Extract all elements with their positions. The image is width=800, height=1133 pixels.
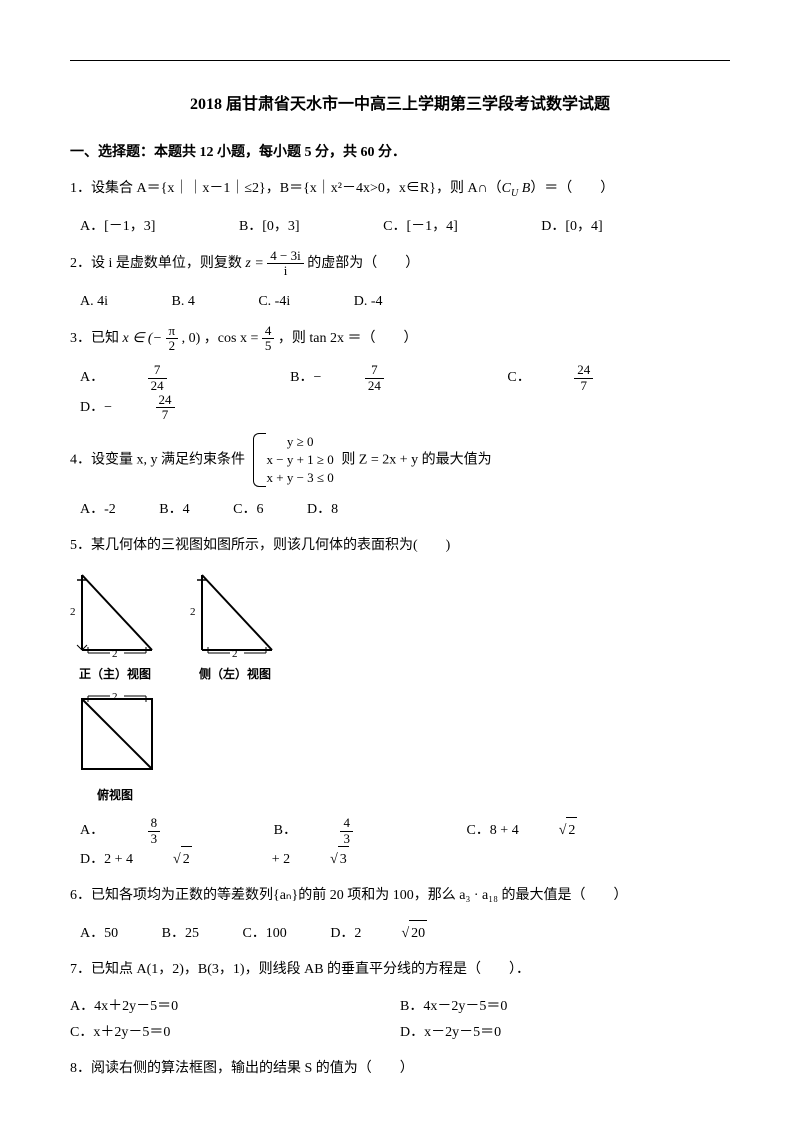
question-5: 5．某几何体的三视图如图所示，则该几何体的表面积为( ) — [70, 532, 730, 560]
side-view-svg: 2 2 — [190, 570, 280, 660]
q5-options: A． 83 B． 43 C．8 + 42 D．2 + 42 + 23 — [80, 816, 730, 872]
exam-title: 2018 届甘肃省天水市一中高三上学期第三学段考试数学试题 — [70, 91, 730, 120]
question-8: 8．阅读右侧的算法框图，输出的结果 S 的值为（ ） — [70, 1055, 730, 1083]
q3-optD: D．− 247 — [80, 393, 255, 423]
q5-optD: D．2 + 42 + 23 — [80, 846, 429, 872]
front-view-svg: 2 2 — [70, 570, 160, 660]
q4-optD: D．8 — [307, 497, 338, 522]
exam-page: 2018 届甘肃省天水市一中高三上学期第三学段考试数学试题 一、选择题：本题共 … — [0, 0, 800, 1133]
q2-optC: C. -4i — [258, 289, 290, 314]
q2-optA: A. 4i — [80, 289, 108, 314]
q7-options: A．4x＋2y－5＝0 B．4x－2y－5＝0 — [70, 994, 730, 1019]
svg-text:2: 2 — [70, 606, 76, 618]
question-7: 7．已知点 A(1，2)，B(3，1)，则线段 AB 的垂直平分线的方程是（ ）… — [70, 956, 730, 984]
svg-text:2: 2 — [112, 648, 118, 660]
q7-optB: B．4x－2y－5＝0 — [400, 994, 730, 1019]
q4-options: A．-2 B．4 C．6 D．8 — [80, 497, 730, 522]
svg-text:2: 2 — [190, 606, 196, 618]
question-6: 6．已知各项均为正数的等差数列{aₙ}的前 20 项和为 100，那么 a₃ ·… — [70, 882, 730, 910]
constraint-system: y ≥ 0 x − y + 1 ≥ 0 x + y − 3 ≤ 0 — [253, 433, 334, 488]
top-view-svg: 2 — [70, 691, 160, 781]
top-divider — [70, 60, 730, 61]
front-view: 2 2 正（主）视图 — [70, 570, 160, 686]
q5-optC: C．8 + 42 — [466, 817, 657, 843]
q6-optD: D．220 — [330, 920, 507, 946]
q1-optC: C．[－1，4] — [383, 214, 458, 239]
svg-text:2: 2 — [112, 691, 118, 703]
q4-optA: A．-2 — [80, 497, 116, 522]
question-1: 1．设集合 A＝{x｜｜x－1｜≤2}，B＝{x｜x²－4x>0，x∈R}，则 … — [70, 175, 730, 204]
q3-options: A． 724 B．− 724 C． 247 D．− 247 — [80, 363, 730, 422]
svg-text:2: 2 — [232, 648, 238, 660]
question-3: 3．已知 x ∈ (− π 2 , 0) ，cos x = 4 5 ，则 tan… — [70, 324, 730, 354]
q7-optD: D．x－2y－5＝0 — [400, 1020, 730, 1045]
question-2: 2．设 i 是虚数单位，则复数 z = 4 − 3i i 的虚部为（ ） — [70, 249, 730, 279]
q1-optD: D．[0，4] — [541, 214, 602, 239]
q6-options: A．50 B．25 C．100 D．220 — [80, 920, 730, 946]
q3-optB: B．− 724 — [290, 363, 464, 393]
q2-fraction: 4 − 3i i — [267, 249, 303, 279]
top-view: 2 俯视图 — [70, 691, 160, 807]
q4-optB: B．4 — [159, 497, 189, 522]
q3-optC: C． 247 — [507, 363, 673, 393]
q2-optB: B. 4 — [172, 289, 195, 314]
q1-text: 1．设集合 A＝{x｜｜x－1｜≤2}，B＝{x｜x²－4x>0，x∈R}，则 … — [70, 181, 502, 196]
side-view: 2 2 侧（左）视图 — [190, 570, 280, 686]
q7-optC: C．x＋2y－5＝0 — [70, 1020, 400, 1045]
section-header: 一、选择题：本题共 12 小题，每小题 5 分，共 60 分． — [70, 140, 730, 165]
q1-optB: B．[0，3] — [239, 214, 300, 239]
three-views: 2 2 正（主）视图 2 — [70, 570, 730, 806]
q2-options: A. 4i B. 4 C. -4i D. -4 — [80, 289, 730, 314]
q1-optA: A．[－1，3] — [80, 214, 155, 239]
q5-optA: A． 83 — [80, 816, 240, 846]
q6-optB: B．25 — [162, 921, 199, 946]
question-4: 4．设变量 x, y 满足约束条件 y ≥ 0 x − y + 1 ≥ 0 x … — [70, 433, 730, 488]
q6-optC: C．100 — [242, 921, 286, 946]
q5-optB: B． 43 — [274, 816, 433, 846]
q4-optC: C．6 — [233, 497, 263, 522]
q6-optA: A．50 — [80, 921, 118, 946]
q1-options: A．[－1，3] B．[0，3] C．[－1，4] D．[0，4] — [80, 214, 730, 239]
q2-optD: D. -4 — [354, 289, 383, 314]
q3-optA: A． 724 — [80, 363, 247, 393]
q7-optA: A．4x＋2y－5＝0 — [70, 994, 400, 1019]
